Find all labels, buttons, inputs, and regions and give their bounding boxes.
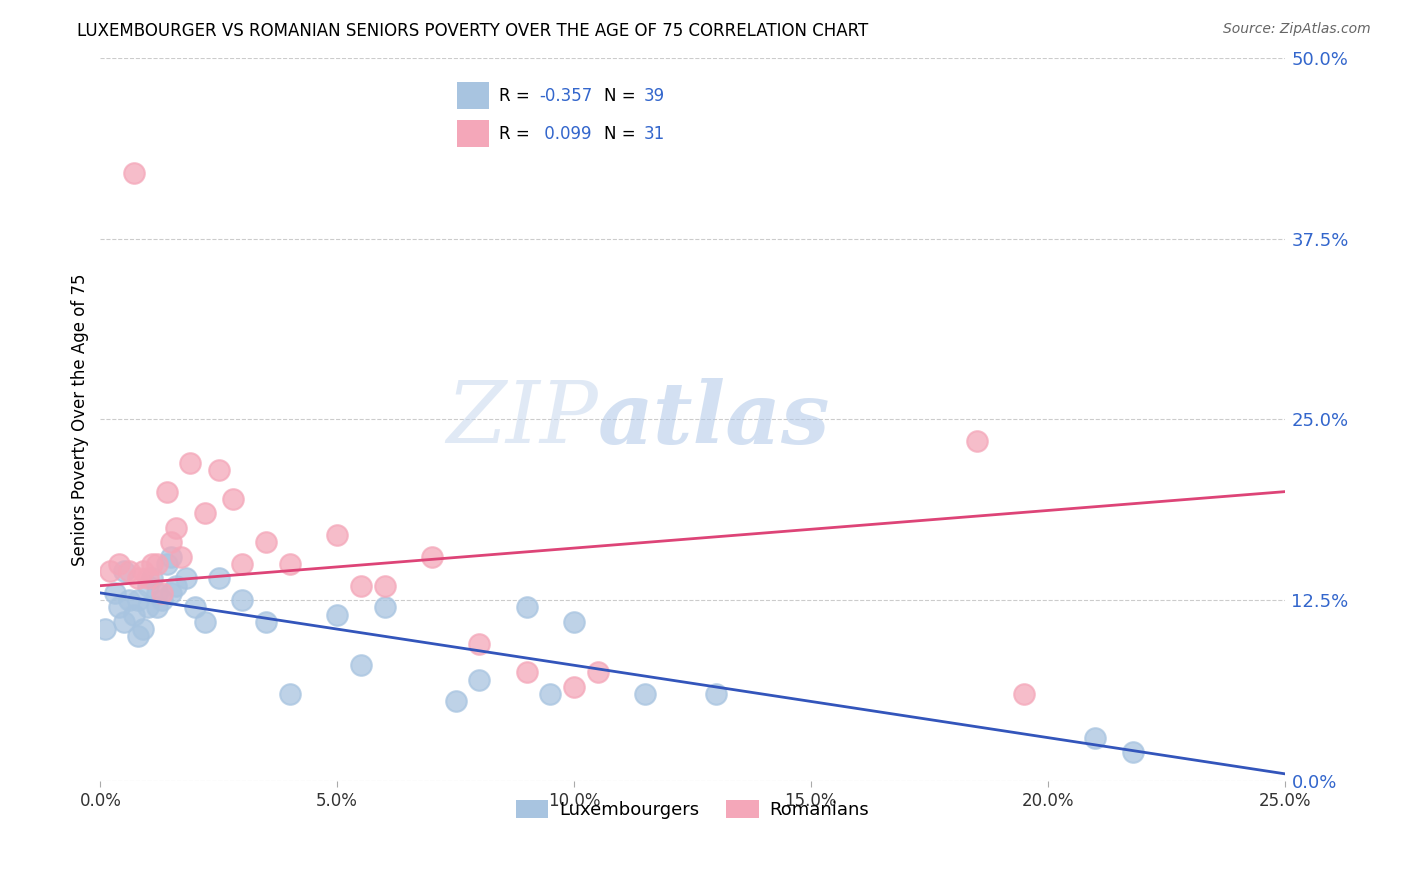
Point	[132, 564, 155, 578]
Point	[516, 665, 538, 680]
Point	[170, 549, 193, 564]
Point	[326, 528, 349, 542]
Point	[160, 586, 183, 600]
Point	[374, 579, 396, 593]
Point	[538, 687, 561, 701]
Point	[179, 456, 201, 470]
Point	[231, 593, 253, 607]
Point	[222, 491, 245, 506]
Point	[98, 564, 121, 578]
Point	[704, 687, 727, 701]
Point	[122, 607, 145, 622]
Point	[136, 579, 159, 593]
Point	[127, 572, 149, 586]
Point	[208, 572, 231, 586]
Point	[94, 622, 117, 636]
Point	[141, 572, 163, 586]
Point	[634, 687, 657, 701]
Point	[118, 564, 141, 578]
Point	[966, 434, 988, 448]
Point	[468, 636, 491, 650]
Point	[468, 673, 491, 687]
Point	[103, 586, 125, 600]
Point	[118, 593, 141, 607]
Point	[562, 680, 585, 694]
Point	[254, 615, 277, 629]
Point	[146, 600, 169, 615]
Point	[132, 622, 155, 636]
Point	[141, 557, 163, 571]
Text: ZIP: ZIP	[446, 378, 598, 460]
Point	[350, 579, 373, 593]
Point	[136, 572, 159, 586]
Point	[420, 549, 443, 564]
Point	[1012, 687, 1035, 701]
Point	[254, 535, 277, 549]
Point	[278, 557, 301, 571]
Point	[146, 586, 169, 600]
Point	[150, 586, 173, 600]
Point	[165, 521, 187, 535]
Point	[350, 658, 373, 673]
Point	[562, 615, 585, 629]
Point	[193, 615, 215, 629]
Point	[108, 600, 131, 615]
Point	[165, 579, 187, 593]
Legend: Luxembourgers, Romanians: Luxembourgers, Romanians	[509, 792, 876, 826]
Point	[174, 572, 197, 586]
Point	[1122, 745, 1144, 759]
Point	[156, 484, 179, 499]
Point	[150, 593, 173, 607]
Point	[122, 166, 145, 180]
Point	[160, 535, 183, 549]
Point	[146, 557, 169, 571]
Point	[374, 600, 396, 615]
Point	[1084, 731, 1107, 745]
Point	[112, 564, 135, 578]
Point	[326, 607, 349, 622]
Point	[136, 600, 159, 615]
Y-axis label: Seniors Poverty Over the Age of 75: Seniors Poverty Over the Age of 75	[72, 273, 89, 566]
Text: atlas: atlas	[598, 377, 830, 461]
Point	[112, 615, 135, 629]
Text: Source: ZipAtlas.com: Source: ZipAtlas.com	[1223, 22, 1371, 37]
Point	[231, 557, 253, 571]
Point	[184, 600, 207, 615]
Point	[208, 463, 231, 477]
Point	[108, 557, 131, 571]
Point	[127, 629, 149, 643]
Point	[160, 549, 183, 564]
Point	[444, 694, 467, 708]
Point	[278, 687, 301, 701]
Point	[516, 600, 538, 615]
Point	[193, 507, 215, 521]
Point	[586, 665, 609, 680]
Text: LUXEMBOURGER VS ROMANIAN SENIORS POVERTY OVER THE AGE OF 75 CORRELATION CHART: LUXEMBOURGER VS ROMANIAN SENIORS POVERTY…	[77, 22, 869, 40]
Point	[127, 593, 149, 607]
Point	[156, 557, 179, 571]
